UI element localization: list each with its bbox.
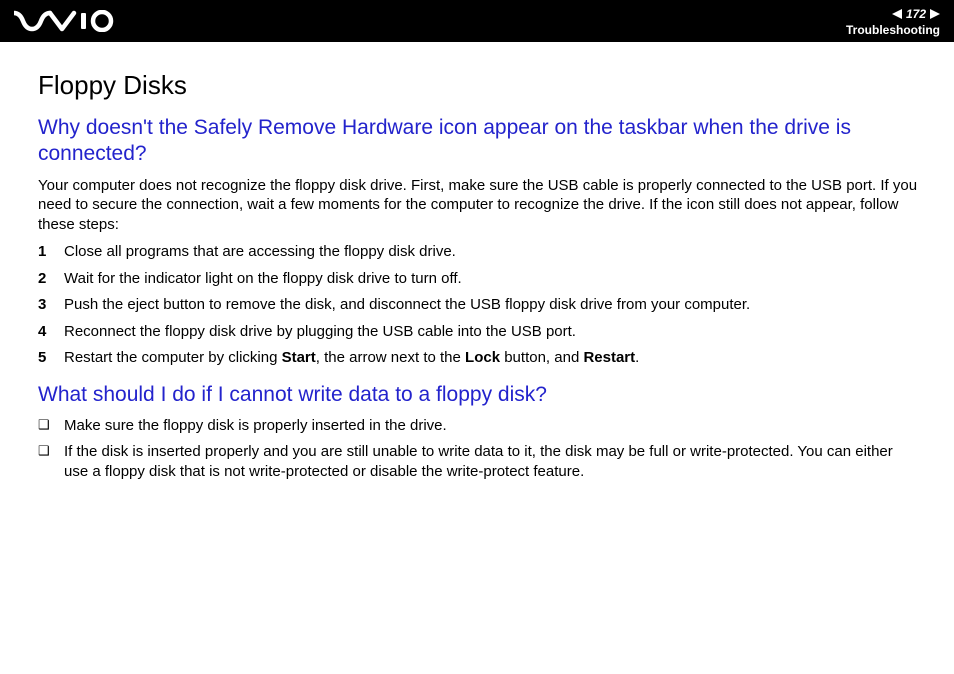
step-number: 4 (38, 322, 64, 342)
page-number: 172 (906, 7, 926, 21)
question-2-heading: What should I do if I cannot write data … (38, 382, 920, 408)
bullet-icon: ❑ (38, 416, 64, 434)
step-item: 1 Close all programs that are accessing … (38, 242, 920, 262)
step-item: 5 Restart the computer by clicking Start… (38, 348, 920, 368)
page-title: Floppy Disks (38, 70, 920, 101)
section-label: Troubleshooting (846, 23, 940, 37)
bullet-item: ❑ Make sure the floppy disk is properly … (38, 416, 920, 436)
step-text: Push the eject button to remove the disk… (64, 295, 920, 315)
bullets-list: ❑ Make sure the floppy disk is properly … (38, 416, 920, 482)
step-item: 4 Reconnect the floppy disk drive by plu… (38, 322, 920, 342)
bullet-text: If the disk is inserted properly and you… (64, 442, 920, 481)
page-nav: 172 (892, 7, 940, 21)
bullet-text: Make sure the floppy disk is properly in… (64, 416, 920, 436)
header-bar: 172 Troubleshooting (0, 0, 954, 42)
vaio-logo-svg (14, 10, 114, 32)
bullet-icon: ❑ (38, 442, 64, 460)
step-text: Wait for the indicator light on the flop… (64, 269, 920, 289)
steps-list: 1 Close all programs that are accessing … (38, 242, 920, 368)
step-number: 1 (38, 242, 64, 262)
step-number: 3 (38, 295, 64, 315)
question-1-intro: Your computer does not recognize the flo… (38, 176, 920, 235)
nav-prev-icon[interactable] (892, 9, 902, 19)
step-number: 5 (38, 348, 64, 368)
step-item: 2 Wait for the indicator light on the fl… (38, 269, 920, 289)
step-text: Close all programs that are accessing th… (64, 242, 920, 262)
nav-next-icon[interactable] (930, 9, 940, 19)
question-1-heading: Why doesn't the Safely Remove Hardware i… (38, 115, 920, 168)
page-content: Floppy Disks Why doesn't the Safely Remo… (0, 42, 954, 481)
step-item: 3 Push the eject button to remove the di… (38, 295, 920, 315)
step-text: Reconnect the floppy disk drive by plugg… (64, 322, 920, 342)
step-text: Restart the computer by clicking Start, … (64, 348, 920, 368)
header-right: 172 Troubleshooting (846, 5, 940, 37)
vaio-logo (14, 0, 114, 42)
step-number: 2 (38, 269, 64, 289)
bullet-item: ❑ If the disk is inserted properly and y… (38, 442, 920, 481)
